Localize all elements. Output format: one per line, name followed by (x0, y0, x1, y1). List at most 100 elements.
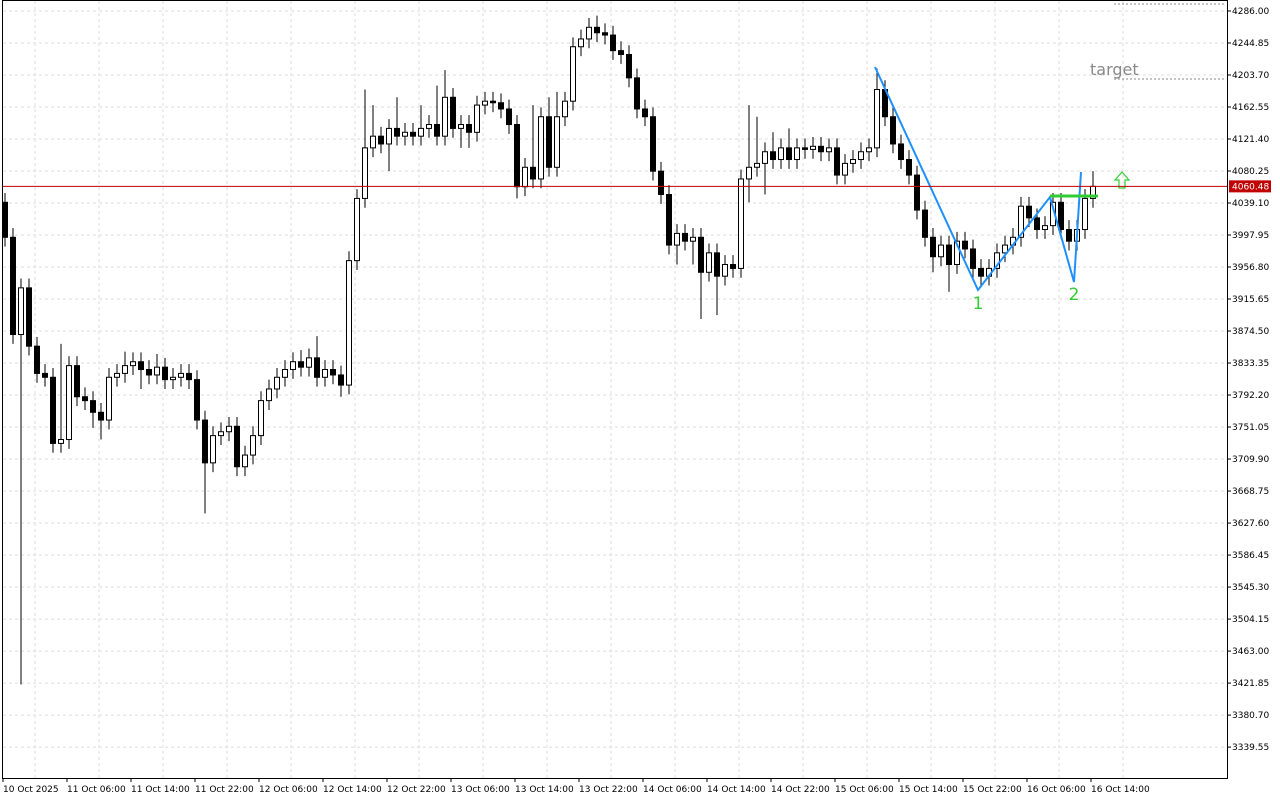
candle-body (466, 124, 472, 133)
y-tick-label: 4080.25 (1232, 167, 1269, 177)
x-tick-label: 12 Oct 06:00 (259, 785, 318, 795)
candle-body (770, 151, 776, 161)
candle-body (66, 365, 72, 441)
candle-body (970, 248, 976, 269)
candle-body (314, 357, 320, 378)
candle-body (746, 166, 752, 180)
candle-body (666, 194, 672, 246)
candle-body (250, 435, 256, 456)
candle-body (34, 345, 40, 374)
candle-body (498, 102, 504, 110)
candle-body (1034, 217, 1040, 231)
candle-body (130, 361, 136, 367)
candle-body (186, 372, 192, 381)
candle-body (898, 143, 904, 161)
candle-body (178, 372, 184, 378)
candle-body (946, 244, 952, 266)
candle-body (1018, 205, 1024, 238)
y-tick-label: 4039.10 (1232, 199, 1269, 209)
candle-body (338, 374, 344, 386)
candle-body (850, 159, 856, 164)
candle-body (826, 147, 832, 153)
candle-body (1042, 225, 1048, 231)
candle-body (650, 116, 656, 172)
candle-body (698, 236, 704, 273)
x-tick-label: 15 Oct 14:00 (899, 785, 958, 795)
candle-body (762, 151, 768, 164)
candle-body (554, 116, 560, 168)
candle-body (626, 54, 632, 79)
x-tick-label: 16 Oct 14:00 (1091, 785, 1150, 795)
candle-body (506, 108, 512, 126)
candle-body (618, 50, 624, 56)
y-tick-label: 3833.35 (1232, 359, 1269, 369)
candle-body (810, 145, 816, 150)
candle-body (274, 376, 280, 390)
candle-body (442, 96, 448, 137)
y-tick-label: 3915.65 (1232, 295, 1269, 305)
candle-body (858, 151, 864, 161)
candle-body (298, 361, 304, 368)
x-tick-label: 14 Oct 14:00 (707, 785, 766, 795)
candle-body (754, 162, 760, 168)
candle-body (194, 379, 200, 421)
candle-body (914, 174, 920, 211)
candle-body (58, 439, 64, 444)
y-tick-label: 4162.55 (1232, 103, 1269, 113)
candle-body (138, 361, 144, 371)
x-tick-label: 11 Oct 14:00 (131, 785, 190, 795)
candle-body (346, 260, 352, 386)
candle-body (450, 96, 456, 129)
candle-body (426, 124, 432, 129)
candle-body (418, 127, 424, 137)
candle-body (410, 131, 416, 137)
candle-body (98, 411, 104, 421)
y-tick-label: 3997.95 (1232, 231, 1269, 241)
candle-body (562, 100, 568, 118)
target-label: target (1090, 60, 1139, 79)
candle-body (874, 89, 880, 149)
y-tick-label: 3874.50 (1232, 327, 1269, 337)
candle-body (954, 240, 960, 266)
candle-body (602, 32, 608, 36)
candle-body (530, 166, 536, 180)
y-tick-label: 4121.40 (1232, 135, 1269, 145)
x-tick-label: 12 Oct 14:00 (323, 785, 382, 795)
y-tick-label: 3421.85 (1232, 679, 1269, 689)
candle-body (266, 388, 272, 402)
candle-body (402, 131, 408, 137)
y-tick-label: 3586.45 (1232, 551, 1269, 561)
candle-body (714, 252, 720, 277)
y-tick-label: 3463.00 (1232, 647, 1269, 657)
candle-body (290, 361, 296, 371)
candle-body (578, 38, 584, 48)
candle-body (610, 34, 616, 52)
candle-body (490, 100, 496, 104)
candle-body (114, 372, 120, 378)
up-arrow (1113, 171, 1131, 189)
candle-body (50, 376, 56, 444)
candle-body (930, 236, 936, 258)
candle-body (146, 369, 152, 376)
candle-body (514, 124, 520, 188)
candle-body (722, 264, 728, 277)
pattern-overlay: 1 2 target (874, 3, 1224, 314)
x-tick-label: 13 Oct 14:00 (515, 785, 574, 795)
current-price-label: 4060.48 (1232, 182, 1269, 192)
candle-body (386, 127, 392, 145)
candle-body (362, 147, 368, 199)
candle-body (82, 396, 88, 402)
x-tick-label: 14 Oct 22:00 (771, 785, 830, 795)
x-tick-label: 15 Oct 06:00 (835, 785, 894, 795)
candle-body (818, 145, 824, 153)
candle-body (786, 147, 792, 161)
y-tick-label: 3709.90 (1232, 455, 1269, 465)
candle-body (738, 178, 744, 269)
candle-body (906, 159, 912, 176)
axes: 4286.00 4244.85 4203.70 4162.55 4121.40 4080.… (2, 7, 1271, 795)
candle-body (170, 376, 176, 381)
candle-body (242, 454, 248, 468)
candle-body (594, 26, 600, 34)
candle-body (18, 287, 24, 336)
point-label: 1 (973, 294, 984, 314)
